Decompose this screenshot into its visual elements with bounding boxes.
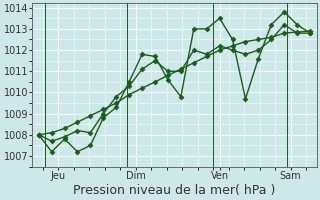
X-axis label: Pression niveau de la mer( hPa ): Pression niveau de la mer( hPa ) bbox=[73, 184, 276, 197]
